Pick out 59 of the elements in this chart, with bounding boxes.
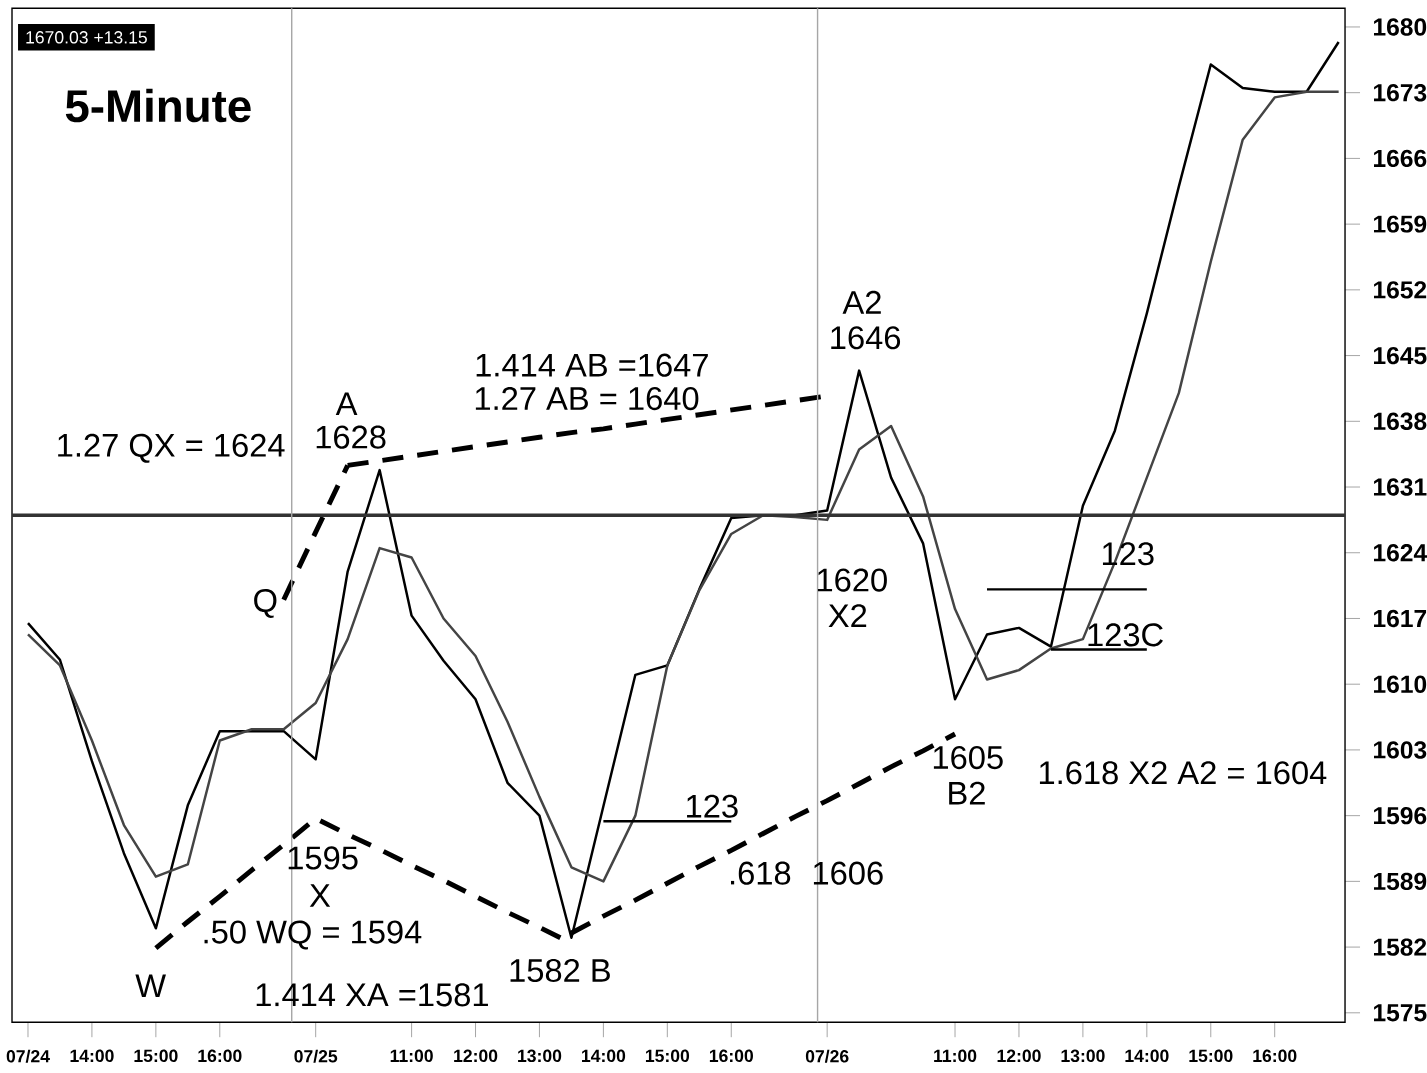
annotation: 1606 — [813, 861, 883, 885]
x-tick-label: 11:00 — [934, 1049, 977, 1063]
y-tick-label: 1617 — [1373, 609, 1427, 628]
x-tick-label: 16:00 — [1253, 1049, 1297, 1063]
annotation: A2 — [842, 290, 881, 314]
annotation: W — [135, 974, 166, 997]
annotation: .50 WQ = 1594 — [204, 920, 422, 950]
annotation: 123 — [687, 794, 738, 818]
annotation: 1595 — [288, 846, 358, 870]
x-tick-label: 13:00 — [1061, 1049, 1105, 1063]
y-tick-label: 1603 — [1373, 741, 1427, 759]
x-tick-label: 12:00 — [454, 1049, 498, 1063]
annotation: B2 — [949, 781, 985, 805]
y-tick-label: 1666 — [1373, 149, 1427, 168]
x-tick-label: 11:00 — [390, 1049, 433, 1063]
y-tick-label: 1596 — [1373, 806, 1427, 825]
y-tick-label: 1645 — [1373, 346, 1427, 365]
x-tick-label: 16:00 — [709, 1049, 753, 1063]
annotation: 1.27 QX = 1624 — [58, 433, 285, 463]
x-tick-label: 07/26 — [805, 1049, 849, 1063]
annotation: 1.414 XA =1581 — [256, 983, 488, 1007]
y-tick-label: 1638 — [1373, 412, 1427, 431]
annotation: X2 — [828, 604, 867, 627]
annotation: 1646 — [831, 326, 901, 350]
annotation: Q — [254, 588, 277, 618]
y-tick-label: 1659 — [1373, 215, 1427, 233]
x-tick-label: 15:00 — [1189, 1049, 1233, 1063]
y-tick-label: 1652 — [1373, 281, 1427, 299]
x-tick-label: 16:00 — [198, 1049, 242, 1063]
text: 5-Minute — [65, 88, 251, 123]
y-tick-label: 1680 — [1373, 18, 1427, 36]
annotation: 1.27 AB = 1640 — [475, 387, 699, 411]
annotation: 1628 — [316, 425, 386, 449]
annotation: 123C — [1088, 623, 1163, 647]
x-tick-label: 07/24 — [6, 1049, 50, 1063]
annotation: 1.618 X2 A2 = 1604 — [1039, 761, 1327, 785]
annotation: X — [309, 884, 331, 907]
y-tick-label: 1610 — [1373, 675, 1427, 693]
annotation: 1620 — [817, 568, 887, 592]
annotation: A — [335, 392, 358, 415]
x-tick-label: 14:00 — [70, 1049, 114, 1063]
annotation: .618 — [731, 861, 791, 885]
y-tick-label: 1589 — [1373, 872, 1427, 891]
x-tick-label: 15:00 — [645, 1049, 690, 1063]
annotation: 1582 B — [510, 958, 610, 983]
x-tick-label: 12:00 — [997, 1049, 1041, 1063]
annotation: 1605 — [933, 745, 1003, 770]
y-tick-label: 1631 — [1373, 478, 1427, 496]
y-tick-label: 1673 — [1373, 84, 1427, 102]
x-tick-label: 13:00 — [518, 1049, 562, 1063]
annotation: 1670.03 +13.15 — [26, 31, 147, 44]
x-tick-label: 14:00 — [1125, 1049, 1169, 1063]
y-tick-label: 1624 — [1373, 544, 1427, 562]
x-tick-label: 07/25 — [294, 1049, 338, 1063]
x-tick-label: 14:00 — [582, 1049, 626, 1063]
y-tick-label: 1582 — [1373, 938, 1427, 956]
x-tick-label: 15:00 — [134, 1049, 178, 1063]
y-tick-label: 1575 — [1373, 1004, 1427, 1022]
annotation: 1.414 AB =1647 — [476, 353, 708, 377]
